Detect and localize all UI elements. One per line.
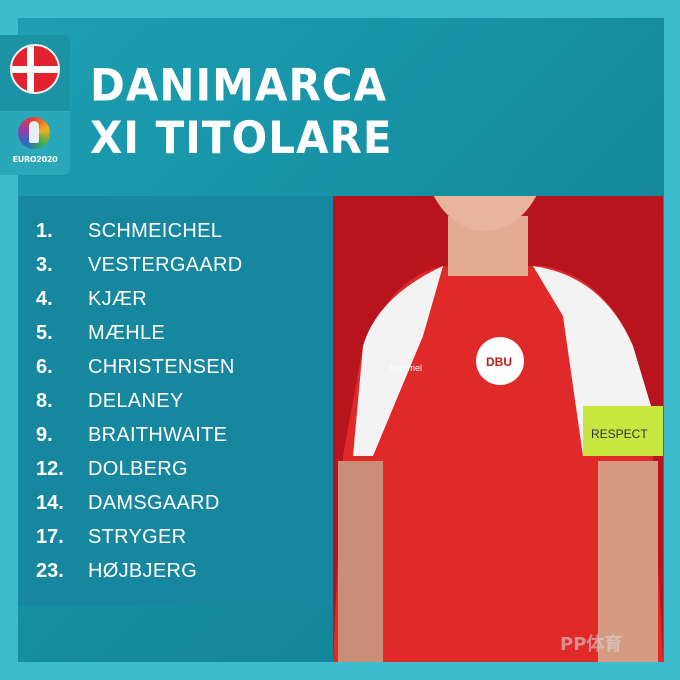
euro2020-logo-icon: EURO2020 [12,117,58,169]
player-number: 23. [36,560,64,582]
lineup-list: 1. SCHMEICHEL 3. VESTERGAARD 4. KJÆR 5. MÆHLE 6.… [18,196,333,606]
player-number: 9. [36,424,53,446]
player-name: CHRISTENSEN [88,356,235,378]
player-name: VESTERGAARD [88,254,243,276]
player-number: 8. [36,390,53,412]
badge-column: EURO2020 [0,35,70,175]
player-number: 1. [36,220,53,242]
player-number: 4. [36,288,53,310]
player-number: 14. [36,492,64,514]
player-photo: RESPECT DBU hummel [333,196,663,662]
player-name: DAMSGAARD [88,492,220,514]
player-name: HØJBJERG [88,560,198,582]
player-name: MÆHLE [88,322,166,344]
svg-text:DBU: DBU [486,355,512,369]
player-number: 6. [36,356,53,378]
player-name: DELANEY [88,390,184,412]
player-number: 12. [36,458,64,480]
svg-text:hummel: hummel [390,363,422,373]
player-name: SCHMEICHEL [88,220,223,242]
denmark-flag-icon [10,44,60,94]
player-name: BRAITHWAITE [88,424,228,446]
player-number: 3. [36,254,53,276]
player-name: STRYGER [88,526,187,548]
player-number: 17. [36,526,64,548]
watermark: PP体育 [560,634,623,655]
player-name: DOLBERG [88,458,188,480]
page-title: DANIMARCA XI TITOLARE [90,59,393,164]
player-illustration: RESPECT DBU hummel [333,196,663,662]
player-number: 5. [36,322,53,344]
player-name: KJÆR [88,288,147,310]
svg-text:RESPECT: RESPECT [591,427,648,441]
